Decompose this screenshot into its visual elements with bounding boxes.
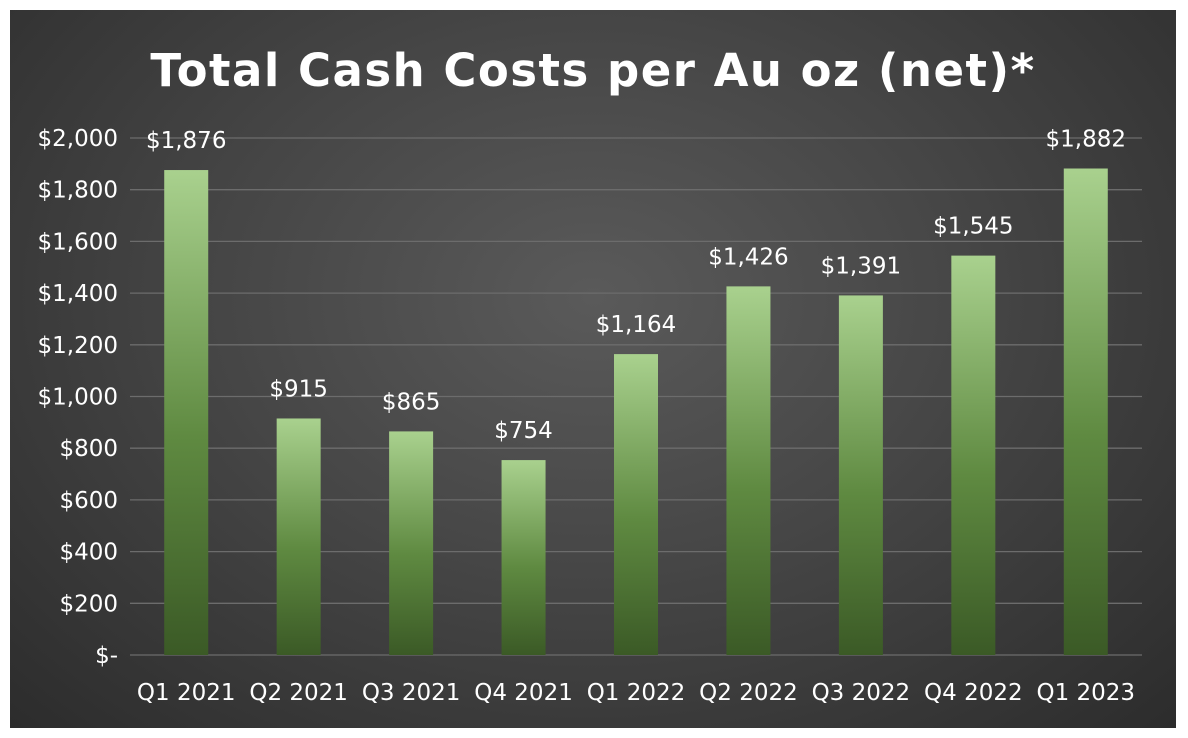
data-label: $1,545 [933,214,1013,240]
y-tick-label: $600 [59,488,118,514]
y-tick-label: $1,600 [38,229,118,255]
y-tick-label: $1,000 [38,385,118,411]
x-tick-label: Q3 2021 [362,680,461,706]
bars [164,168,1108,656]
bar [838,295,883,655]
y-tick-label: $800 [59,436,118,462]
bar [1063,168,1108,656]
x-tick-label: Q3 2022 [812,680,911,706]
x-tick-label: Q1 2022 [587,680,686,706]
chart-svg: Total Cash Costs per Au oz (net)* $- $200… [38,44,1142,706]
y-tick-label: $1,400 [38,281,118,307]
bar [276,418,321,655]
bar [389,431,434,655]
bar [164,170,209,655]
bar [501,460,546,655]
y-tick-label: $1,200 [38,333,118,359]
data-label: $754 [494,418,553,444]
bar [951,255,996,655]
x-axis-tick-labels: Q1 2021 Q2 2021 Q3 2021 Q4 2021 Q1 2022 Q2 20… [137,680,1135,706]
x-tick-label: Q1 2023 [1036,680,1135,706]
data-label: $1,164 [596,312,676,338]
y-tick-label: $400 [59,540,118,566]
data-label: $1,876 [146,128,226,154]
bar [726,286,771,655]
data-labels: $1,876 $915 $865 $754 $1,164 $1,426 $1,391 $1,5… [146,127,1126,445]
data-label: $915 [269,376,328,402]
x-tick-label: Q4 2022 [924,680,1023,706]
chart-frame: Total Cash Costs per Au oz (net)* $- $200… [10,10,1176,728]
x-tick-label: Q2 2022 [699,680,798,706]
y-tick-label: $- [95,643,118,669]
chart-title: Total Cash Costs per Au oz (net)* [150,44,1035,97]
y-tick-label: $2,000 [38,126,118,152]
x-tick-label: Q4 2021 [474,680,573,706]
data-label: $1,426 [708,244,788,270]
data-label: $865 [382,389,441,415]
y-tick-label: $200 [59,591,118,617]
y-tick-label: $1,800 [38,178,118,204]
data-label: $1,391 [821,253,901,279]
x-tick-label: Q1 2021 [137,680,236,706]
bar [614,354,658,655]
x-tick-label: Q2 2021 [249,680,348,706]
data-label: $1,882 [1046,127,1126,153]
y-axis-tick-labels: $- $200 $400 $600 $800 $1,000 $1,200 $1,400 $1,6… [38,126,118,669]
